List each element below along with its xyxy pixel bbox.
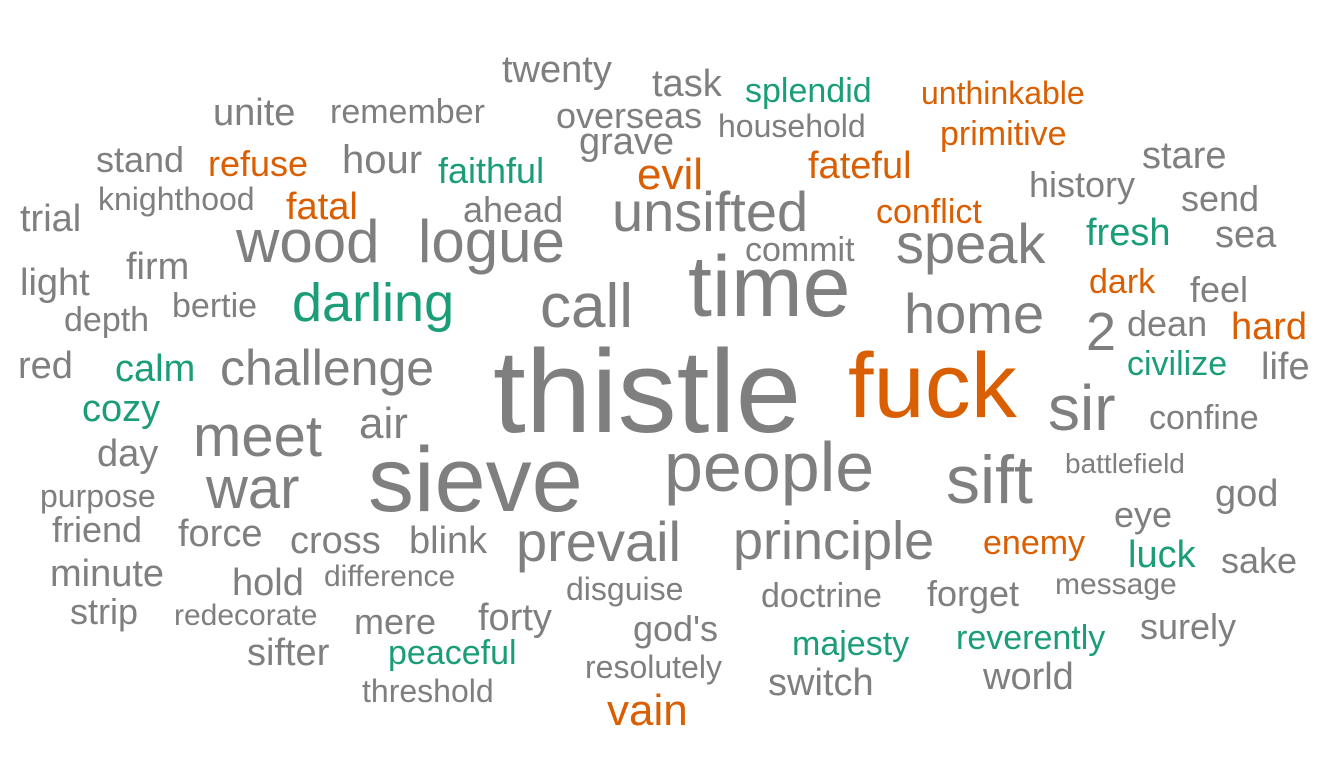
word-cross: cross [290, 520, 381, 562]
word-people: people [664, 428, 875, 506]
word-fateful: fateful [808, 145, 912, 187]
word-send: send [1181, 178, 1260, 219]
word-resolutely: resolutely [585, 649, 722, 685]
word-2: 2 [1086, 302, 1117, 362]
word-conflict: conflict [876, 193, 982, 231]
word-confine: confine [1149, 399, 1259, 437]
word-time: time [688, 239, 851, 335]
word-luck: luck [1128, 534, 1196, 576]
word-history: history [1029, 164, 1136, 205]
word-difference: difference [324, 560, 456, 593]
word-home: home [904, 282, 1045, 345]
word-hold: hold [232, 562, 304, 604]
word-sea: sea [1215, 214, 1277, 256]
word-sir: sir [1048, 372, 1116, 444]
word-call: call [540, 272, 634, 341]
word-household: household [718, 108, 866, 144]
word-friend: friend [52, 509, 143, 550]
word-mere: mere [354, 601, 437, 642]
word-enemy: enemy [983, 524, 1086, 562]
word-primitive: primitive [940, 115, 1067, 153]
word-fresh: fresh [1086, 212, 1171, 254]
word-unite: unite [213, 92, 296, 134]
word-forget: forget [927, 573, 1020, 614]
word-eye: eye [1114, 494, 1173, 535]
word-force: force [178, 513, 263, 555]
word-sift: sift [946, 442, 1033, 518]
word-doctrine: doctrine [761, 577, 882, 615]
word-refuse: refuse [208, 143, 309, 184]
word-purpose: purpose [40, 478, 156, 514]
word-dean: dean [1127, 303, 1208, 344]
word-task: task [652, 63, 722, 105]
word-hour: hour [342, 138, 423, 182]
word-cozy: cozy [82, 388, 161, 430]
word-meet: meet [193, 404, 322, 469]
word-unsifted: unsifted [612, 180, 809, 243]
word-god-s: god's [633, 608, 718, 649]
word-depth: depth [64, 301, 150, 339]
word-logue: logue [418, 208, 565, 275]
word-civilize: civilize [1127, 345, 1228, 383]
word-god: god [1215, 473, 1279, 515]
word-speak: speak [896, 212, 1046, 275]
word-stand: stand [96, 139, 185, 180]
word-trial: trial [20, 198, 82, 240]
word-strip: strip [70, 591, 139, 632]
word-firm: firm [126, 246, 190, 288]
word-sake: sake [1221, 540, 1298, 581]
word-wood: wood [236, 208, 380, 275]
word-twenty: twenty [502, 49, 612, 91]
word-thistle: thistle [493, 326, 802, 458]
word-forty: forty [478, 597, 552, 639]
word-threshold: threshold [362, 673, 494, 709]
word-battlefield: battlefield [1065, 448, 1185, 479]
word-remember: remember [330, 93, 485, 131]
word-darling: darling [292, 273, 455, 333]
word-life: life [1261, 346, 1310, 388]
word-majesty: majesty [792, 625, 910, 663]
word-challenge: challenge [220, 340, 435, 396]
word-surely: surely [1140, 606, 1237, 647]
word-prevail: prevail [516, 510, 681, 573]
word-disguise: disguise [566, 571, 684, 607]
word-grave: grave [579, 121, 675, 163]
word-overseas: overseas [556, 95, 703, 136]
word-commit: commit [745, 231, 855, 269]
word-light: light [20, 262, 90, 304]
word-knighthood: knighthood [98, 181, 255, 217]
word-peaceful: peaceful [388, 634, 517, 672]
word-evil: evil [637, 150, 704, 199]
word-faithful: faithful [438, 150, 545, 191]
word-bertie: bertie [172, 287, 258, 325]
word-ahead: ahead [463, 189, 564, 230]
word-feel: feel [1190, 269, 1249, 310]
word-air: air [359, 399, 408, 448]
word-hard: hard [1231, 306, 1308, 348]
word-red: red [18, 345, 73, 387]
word-sifter: sifter [247, 632, 330, 674]
word-splendid: splendid [745, 72, 872, 110]
word-message: message [1055, 568, 1177, 601]
word-redecorate: redecorate [174, 599, 318, 632]
word-fatal: fatal [286, 186, 358, 228]
word-day: day [97, 433, 159, 475]
word-sieve: sieve [368, 429, 583, 531]
word-unthinkable: unthinkable [921, 75, 1085, 111]
word-principle: principle [733, 511, 935, 571]
word-stare: stare [1142, 135, 1227, 177]
word-calm: calm [115, 348, 196, 390]
word-minute: minute [50, 553, 165, 595]
word-reverently: reverently [956, 619, 1106, 657]
word-fuck: fuck [848, 335, 1017, 437]
word-blink: blink [409, 520, 488, 562]
word-switch: switch [768, 662, 874, 704]
word-vain: vain [607, 686, 688, 735]
word-world: world [983, 656, 1074, 698]
word-war: war [206, 456, 300, 521]
word-dark: dark [1089, 263, 1156, 301]
